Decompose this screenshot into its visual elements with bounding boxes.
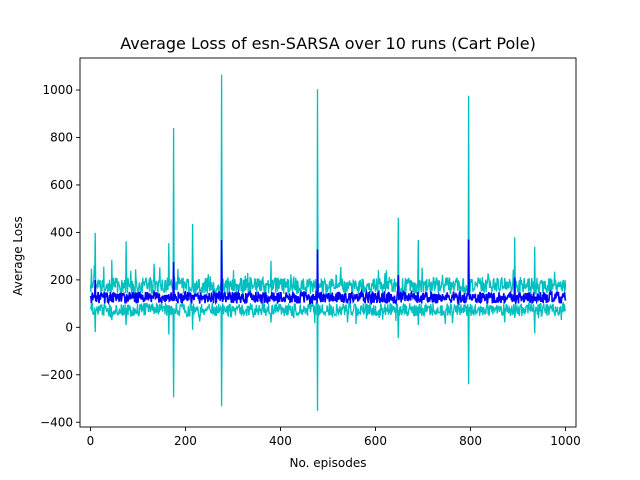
- y-tick-label: 800: [50, 130, 73, 144]
- plot-frame: [79, 57, 577, 428]
- y-tick-label: 1000: [42, 83, 73, 97]
- band-lower-line: [89, 300, 567, 411]
- chart-title: Average Loss of esn-SARSA over 10 runs (…: [120, 34, 536, 53]
- x-tick-label: 600: [364, 434, 387, 448]
- x-tick-label: 200: [174, 434, 197, 448]
- x-tick-label: 400: [269, 434, 292, 448]
- axes-layer: 0 200 400 600 800 1000 −400 −200 0 200 400 600 800 10…: [40, 57, 581, 448]
- y-tick-label: −200: [40, 368, 73, 382]
- y-tick-label: −400: [40, 415, 73, 429]
- y-axis-label: Average Loss: [11, 216, 25, 295]
- x-tick-label: 1000: [550, 434, 581, 448]
- y-tick-label: 0: [65, 320, 73, 334]
- band-upper-line: [89, 74, 567, 296]
- x-tick-label: 800: [459, 434, 482, 448]
- y-tick-label: 400: [50, 225, 73, 239]
- mean-line: [89, 239, 567, 306]
- y-tick-label: 200: [50, 273, 73, 287]
- series-layer: [89, 74, 567, 411]
- x-tick-label: 0: [87, 434, 95, 448]
- y-tick-label: 600: [50, 178, 73, 192]
- x-axis-label: No. episodes: [290, 456, 367, 470]
